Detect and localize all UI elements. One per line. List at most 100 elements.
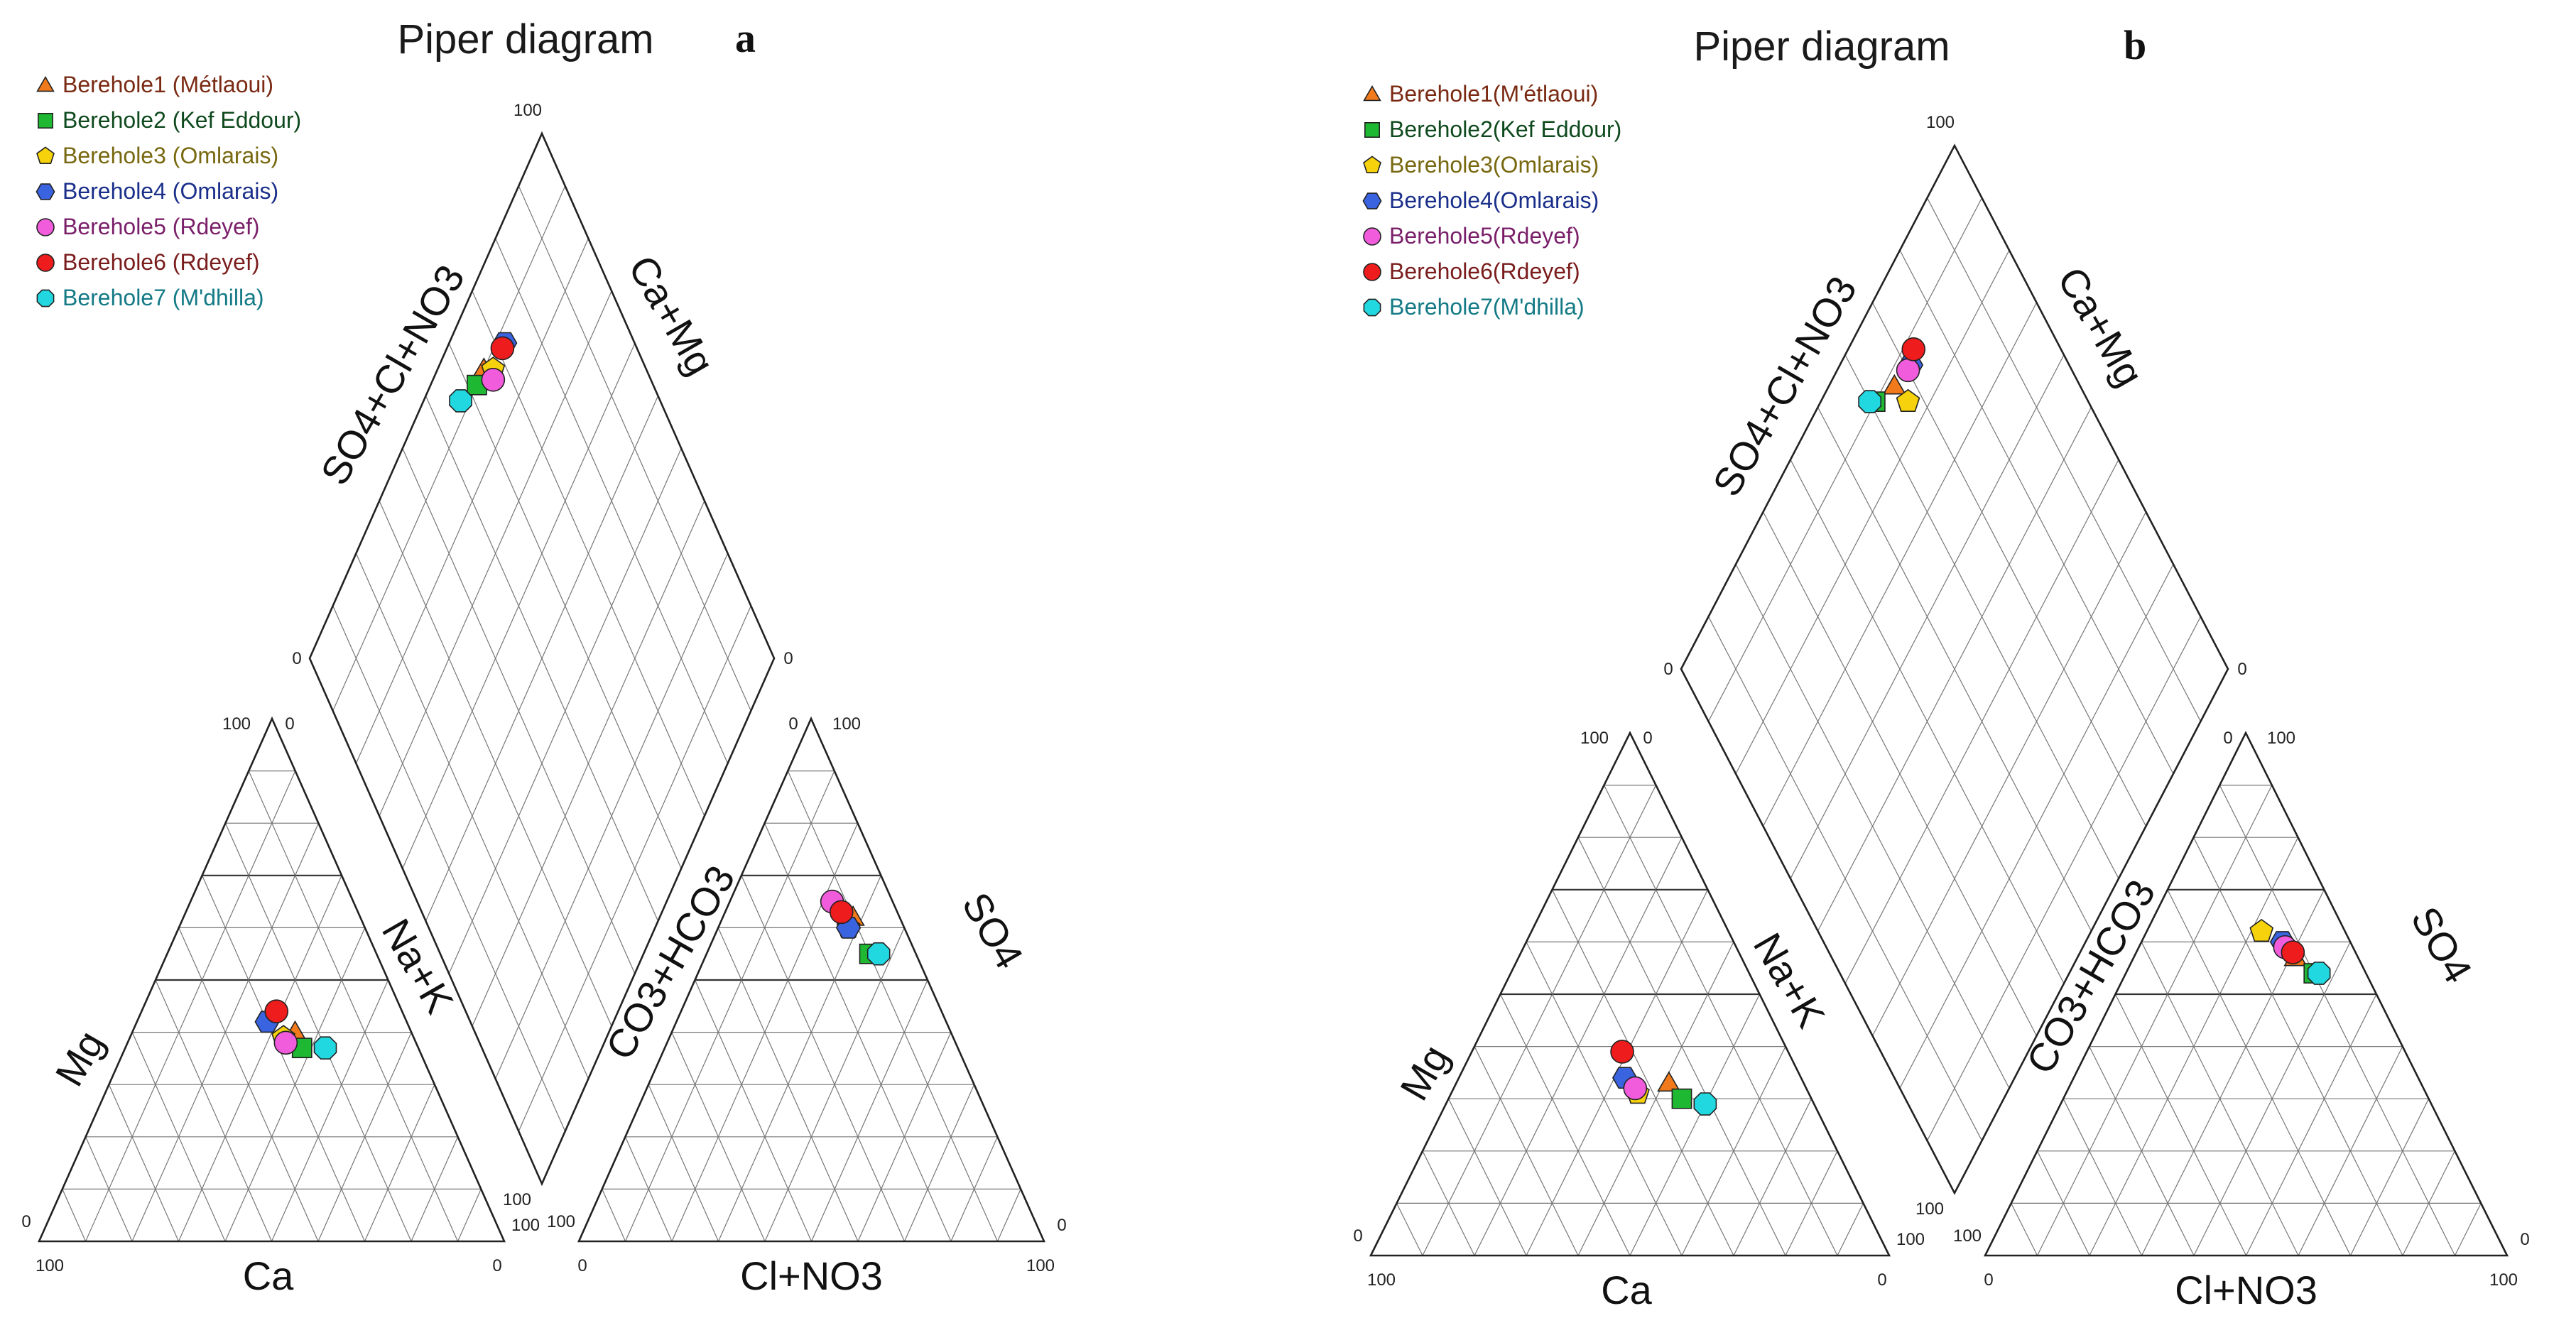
panel-b-cation-point-1 [1657, 1071, 1681, 1092]
panel-a-legend-marker-2 [37, 113, 53, 129]
panel-b-legend-marker-2 [1364, 122, 1381, 138]
panel-a-cation-grid-r-7 [364, 1084, 435, 1242]
panel-b-anion-grid-l-1 [2011, 1203, 2038, 1256]
panel-a-label-diamond-right: Ca+Mg [620, 248, 724, 382]
panel-a-anion-grid-l-3 [648, 1084, 719, 1242]
panel-b-tick-cat-left-top: 100 [1580, 729, 1609, 748]
panel-b-cation-grid-l-8 [1577, 837, 1786, 1256]
panel-a-cation-grid-l-3 [108, 1084, 180, 1242]
panel-b-panel-letter: b [2124, 22, 2146, 68]
panel-b-legend-marker-7 [1363, 298, 1381, 317]
panel-b-label-anion-right: SO4 [2403, 899, 2482, 991]
panel-a-label-diamond-left: SO4+Cl+NO3 [312, 257, 473, 492]
panel-b-anion-grid-l-7 [2167, 889, 2352, 1256]
panel-a-tick-an-right-top: 100 [832, 714, 861, 734]
panel-b-diamond-point-6 [1901, 337, 1926, 361]
panel-a-legend-label-2: Berehole2 (Kef Eddour) [63, 107, 301, 133]
panel-a-diamond-point-6 [490, 336, 515, 361]
panel-a-tick-cat-left-top: 100 [222, 714, 251, 734]
panel-b-cation-grid-l-6 [1526, 942, 1683, 1256]
panel-a-label-cation-bottom: Ca [243, 1253, 294, 1298]
panel-b-diamond-grid-a-8 [1735, 250, 2010, 774]
panel-a-anion-grid-l-4 [671, 1032, 766, 1242]
panel-b-tick-cat-right-bottom: 100 [1896, 1230, 1925, 1249]
panel-a-label-anion-bottom: Cl+NO3 [740, 1253, 883, 1298]
panel-a-diamond-grid-a-8 [355, 238, 589, 764]
panel-a-cation-grid-l-5 [155, 979, 273, 1242]
panel-a-anion-grid-r-1 [624, 771, 835, 1242]
panel-a-anion-grid-r-7 [903, 1084, 975, 1242]
panel-a-label-cation-right: Na+K [374, 911, 462, 1020]
panel-b: Piper diagram b Berehole1(M'étlaoui) Bereho… [1353, 22, 2529, 1312]
panel-a-title: Piper diagram [397, 16, 653, 62]
panel-b-cation-grid-l-5 [1499, 993, 1631, 1256]
panel-a-legend-marker-5 [36, 218, 55, 236]
panel-a-tick-an-left-bottom: 100 [547, 1212, 575, 1231]
panel-b-legend-label-7: Berehole7(M'dhilla) [1389, 294, 1585, 320]
panel-a-legend-label-1: Berehole1 (Métlaoui) [63, 72, 273, 97]
panel-b-legend-label-2: Berehole2(Kef Eddour) [1389, 116, 1621, 142]
panel-b-legend-label-4: Berehole4(Omlarais) [1389, 187, 1599, 213]
panel-b-legend-label-6: Berehole6(Rdeyef) [1389, 258, 1580, 284]
panel-b-anion-point-3 [2249, 918, 2274, 942]
panel-b-label-anion-bottom: Cl+NO3 [2175, 1268, 2317, 1312]
panel-a-diamond-grid-a-7 [379, 290, 612, 817]
panel-b-anion-grid-r-9 [2454, 1203, 2482, 1256]
panel-b-diamond-point-3 [1896, 388, 1920, 413]
panel-a-anion-grid-l-9 [787, 771, 999, 1242]
panel-a-legend-label-7: Berehole7 (M'dhilla) [63, 285, 264, 310]
panel-b-diamond-grid-b-7 [1871, 302, 2147, 827]
panel-a-diamond-grid-b-8 [495, 238, 729, 764]
panel-a-diamond-grid-b-9 [518, 185, 751, 712]
panel-b-tick-dia-bottom: 100 [1915, 1199, 1944, 1219]
panel-b-cation-grid-r-5 [1629, 993, 1761, 1256]
panel-a-legend-marker-6 [36, 254, 55, 272]
panel-b-tick-dia-left: 0 [1663, 660, 1673, 679]
panel-a-legend-marker-3 [36, 146, 55, 164]
panel-a-legend-marker-7 [36, 289, 55, 307]
panel-a-label-cation-left: Mg [46, 1023, 112, 1094]
panel-b-cation-outline [1369, 731, 1891, 1257]
panel-b-label-cation-right: Na+K [1745, 925, 1834, 1035]
panel-a-diamond-outline [308, 131, 776, 1187]
panel-b-diamond-grid-b-6 [1844, 354, 2119, 879]
panel-a-diamond-point-5 [481, 367, 506, 392]
panel-b-tick-an-left-top: 0 [2223, 729, 2232, 748]
panel-a-legend-marker-1 [36, 75, 55, 92]
panel-a-anion-grid-l-5 [694, 979, 813, 1242]
panel-a-anion-point-7 [866, 942, 891, 966]
panel-a-diamond-point-7 [449, 389, 472, 413]
panel-b-anion-grid-r-1 [2036, 785, 2273, 1256]
panel-b-label-cation-left: Mg [1391, 1038, 1457, 1108]
panel-b-legend-label-3: Berehole3(Omlarais) [1389, 152, 1599, 178]
panel-a-cation-point-6 [264, 999, 289, 1023]
panel-b-cation-point-6 [1610, 1040, 1634, 1064]
panel-b-cation-grid-r-1 [1422, 785, 1657, 1256]
panel-b-label-cation-bottom: Ca [1601, 1268, 1652, 1312]
panel-a-diamond-grid-b-6 [448, 343, 682, 869]
panel-a-tick-an-right-bottom: 0 [1057, 1216, 1066, 1235]
panel-b-tick-an-left-bottom: 100 [1953, 1226, 1982, 1246]
panel-a-tick-cat-right-top: 0 [285, 714, 294, 734]
panel-a-diamond-grid-a-9 [332, 185, 566, 712]
panel-a-tick-cat-left-bottom: 0 [21, 1212, 31, 1231]
panel-b-anion-point-7 [2307, 962, 2331, 985]
panel-a-cation-grid-l-8 [224, 822, 412, 1242]
panel-b-anion-outline [1983, 731, 2509, 1257]
panel-b-cation-grid-l-1 [1396, 1203, 1423, 1256]
panel-a-cation-grid-r-5 [271, 979, 389, 1242]
panel-b-anion-grid-l-4 [2089, 1046, 2195, 1256]
panel-a-legend-label-3: Berehole3 (Omlarais) [63, 143, 278, 168]
panel-a-cation-grid-l-7 [202, 875, 366, 1242]
panel-a-diamond-grid-b-7 [472, 290, 705, 817]
panel-b-tick-an-bottom-right: 100 [2489, 1270, 2518, 1290]
panel-b-label-diamond-right: Ca+Mg [2049, 259, 2153, 393]
panel-b-anion-grid-l-5 [2114, 993, 2247, 1256]
panel-a-panel-letter: a [735, 15, 756, 61]
panel-a-tick-dia-left: 0 [292, 649, 301, 668]
panel-a-label-anion-right: SO4 [954, 885, 1033, 976]
panel-b-anion-grid-l-9 [2219, 785, 2456, 1256]
panel-b-cation-point-7 [1693, 1092, 1717, 1116]
panel-a-tick-an-left-top: 0 [788, 714, 798, 734]
